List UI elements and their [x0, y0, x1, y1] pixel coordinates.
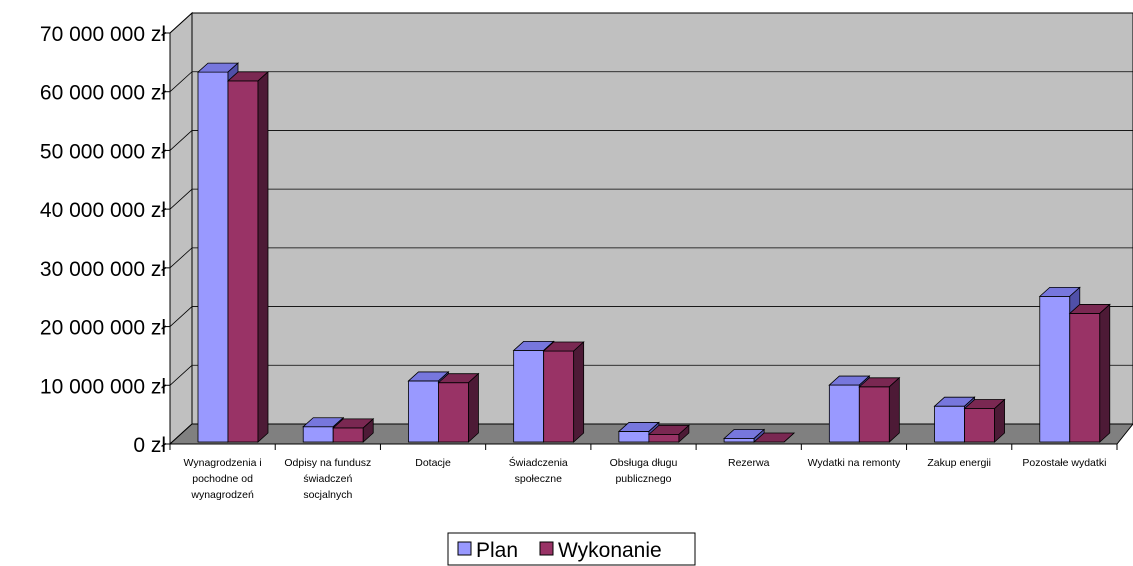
bar-wykonanie-3 [542, 341, 585, 443]
bar-front [828, 384, 860, 443]
gridline [169, 247, 1133, 269]
bar-front [227, 80, 259, 443]
category-label-8: Pozostałe wydatki [1022, 457, 1106, 469]
legend-label-wykonanie: Wykonanie [558, 539, 662, 562]
bar-side [257, 71, 269, 443]
legend: Plan Wykonanie [447, 532, 696, 566]
bar-front [543, 350, 575, 443]
category-label-line: społeczne [515, 473, 562, 485]
plot-area [191, 12, 1133, 425]
bar-side [468, 372, 479, 443]
y-axis: 0 zł 10 000 000 zł 20 000 000 zł 30 000 000… [40, 23, 171, 457]
bar-wykonanie-4 [647, 424, 690, 443]
plot-back-wall [169, 11, 1133, 446]
bar-plan-5 [723, 428, 766, 443]
bar-front [618, 431, 650, 443]
category-label-1: Odpisy na fundusz świadczeń socjalnych [284, 457, 371, 501]
bar-front [513, 350, 545, 443]
category-label-4: Obsługa długu publicznego [610, 457, 678, 485]
y-tick-label: 10 000 000 zł [40, 375, 166, 398]
bar-wykonanie-2 [437, 372, 480, 443]
category-label-2: Dotacje [415, 457, 451, 469]
gridline [169, 188, 1133, 210]
bar-front [1039, 295, 1071, 443]
bars [196, 62, 1111, 443]
category-label-line: świadczeń [303, 473, 352, 485]
y-tick-label: 50 000 000 zł [40, 140, 166, 163]
bar-wykonanie-6 [858, 376, 901, 443]
category-label-line: Odpisy na fundusz [284, 457, 371, 469]
bar-wykonanie-1 [332, 418, 375, 443]
bar-wykonanie-0 [226, 71, 270, 443]
legend-label-plan: Plan [476, 539, 518, 562]
x-axis: Wynagrodzenia i pochodne od wynagrodzeń Odp… [169, 443, 1118, 501]
y-tick-label: 0 zł [133, 434, 166, 457]
bar-wykonanie-7 [963, 398, 1006, 443]
category-label-line: Wydatki na remonty [808, 457, 901, 469]
category-label-line: pochodne od [192, 473, 253, 485]
bar-front [302, 426, 334, 443]
bar-front [858, 386, 890, 443]
category-label-3: Świadczenia społeczne [509, 456, 568, 485]
bar-side [783, 432, 795, 443]
plot-side-wall [169, 11, 193, 446]
category-label-line: wynagrodzeń [190, 489, 254, 501]
bar-front [1069, 313, 1101, 443]
gridline [169, 71, 1133, 93]
bar-front [197, 71, 229, 443]
bar-front [438, 382, 469, 443]
bar-side [1099, 303, 1111, 443]
bar-front [408, 380, 439, 443]
bar-side [888, 376, 900, 443]
category-label-line: publicznego [615, 473, 671, 485]
category-label-line: Pozostałe wydatki [1022, 457, 1106, 469]
gridline [169, 130, 1133, 151]
gridlines [169, 12, 1133, 445]
bar-side [573, 341, 585, 443]
category-label-line: Dotacje [415, 457, 451, 469]
category-label-5: Rezerwa [728, 457, 770, 469]
bar-front [332, 427, 364, 443]
legend-swatch-wykonanie [539, 541, 554, 556]
category-label-6: Wydatki na remonty [808, 457, 901, 469]
bar-wykonanie-8 [1068, 303, 1111, 443]
category-label-line: socjalnych [303, 489, 352, 501]
y-tick-label: 20 000 000 zł [40, 317, 166, 340]
bar-side [362, 418, 374, 443]
category-label-line: Świadczenia [509, 456, 568, 469]
bar-wykonanie-5 [753, 432, 796, 443]
gridline [169, 12, 1133, 34]
category-label-line: Zakup energii [927, 457, 991, 469]
bar-plan-1 [302, 416, 345, 443]
bar-side [678, 424, 690, 443]
bar-front [723, 438, 755, 443]
category-label-0: Wynagrodzenia i pochodne od wynagrodzeń [184, 457, 262, 501]
y-tick-label: 30 000 000 zł [40, 258, 166, 281]
y-tick-label: 70 000 000 zł [40, 23, 166, 46]
bar-front [648, 433, 680, 443]
gridline [169, 364, 1133, 386]
category-label-7: Zakup energii [927, 457, 991, 469]
legend-swatch-plan [457, 541, 472, 556]
category-label-line: Wynagrodzenia i [184, 457, 262, 469]
bar-front [964, 408, 995, 443]
category-label-line: Rezerwa [728, 457, 770, 469]
gridline [169, 306, 1133, 327]
category-label-line: Obsługa długu [610, 457, 678, 469]
bar-front [934, 405, 965, 443]
legend-box [447, 532, 696, 566]
bar-side [994, 398, 1005, 443]
y-tick-label: 60 000 000 zł [40, 82, 166, 105]
y-tick-label: 40 000 000 zł [40, 199, 166, 222]
